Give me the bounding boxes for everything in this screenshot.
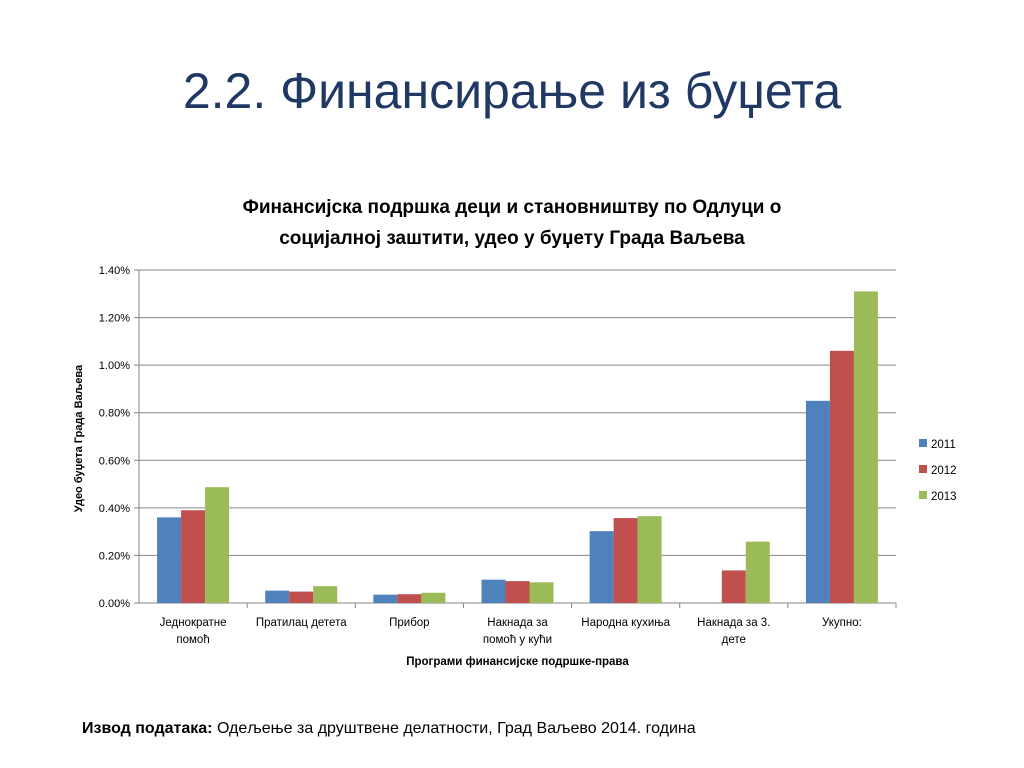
y-tick-label: 0.40% — [99, 503, 130, 515]
y-axis-title: Удео буџета Града Ваљева — [73, 364, 85, 512]
footer-source: Извод података: Одељење за друштвене дел… — [82, 720, 696, 738]
bar-chart: 0.00% 0.20% 0.40% 0.60% 0.80% 1.00% 1.20% 1.40%… — [73, 265, 957, 668]
x-tick-label: помоћ у кући — [483, 634, 552, 646]
x-tick-label: Накнада за 3. — [697, 617, 770, 629]
bar — [313, 586, 338, 603]
bar — [529, 582, 554, 603]
x-tick-label: Пратилац детета — [256, 617, 347, 629]
legend-swatch — [919, 439, 927, 447]
x-tick-label: помоћ — [176, 634, 209, 646]
bar — [373, 594, 398, 603]
chart-title-line1: Финансијска подршка деци и становништву … — [242, 197, 782, 218]
bar — [505, 581, 530, 603]
y-tick-label: 0.00% — [99, 598, 130, 610]
bar — [853, 291, 878, 603]
footer-label: Извод података: — [82, 720, 213, 737]
bar — [421, 592, 446, 603]
x-tick-label: Накнада за — [487, 617, 548, 629]
footer-text: Одељење за друштвене делатности, Град Ва… — [212, 720, 696, 737]
x-tick-label: Једнократне — [160, 617, 227, 629]
bar — [589, 531, 614, 603]
bar — [637, 516, 662, 603]
bar — [481, 579, 506, 603]
y-tick-label: 1.20% — [99, 313, 130, 325]
x-tick-label: Прибор — [389, 617, 429, 629]
legend-swatch — [919, 465, 927, 473]
bar — [289, 591, 314, 603]
bar — [265, 590, 290, 603]
legend-label: 2013 — [931, 491, 957, 503]
bar — [745, 541, 770, 603]
bar — [829, 350, 854, 603]
x-axis-title: Програми финансијске подршке-права — [406, 656, 629, 668]
legend-label: 2012 — [931, 465, 957, 477]
bar — [205, 487, 230, 603]
chart-title-line2: социјалној заштити, удео у буџету Града … — [279, 228, 745, 249]
y-tick-label: 0.20% — [99, 550, 130, 562]
slide-title: 2.2. Финансирање из буџета — [182, 63, 842, 119]
chart-title: Финансијска подршка деци и становништву … — [112, 192, 912, 254]
x-tick-label: Укупно: — [822, 617, 862, 629]
bar — [613, 518, 638, 603]
y-tick-label: 0.80% — [99, 408, 130, 420]
bar — [397, 594, 422, 603]
y-tick-label: 1.00% — [99, 360, 130, 372]
bar — [721, 570, 746, 603]
x-tick-label: Народна кухиња — [581, 617, 670, 629]
y-tick-label: 0.60% — [99, 455, 130, 467]
bar — [805, 400, 830, 603]
legend-label: 2011 — [931, 439, 956, 451]
x-tick-label: дете — [722, 634, 746, 646]
bar — [157, 517, 182, 603]
legend-swatch — [919, 491, 927, 499]
y-tick-label: 1.40% — [99, 265, 130, 277]
bar — [181, 510, 206, 603]
